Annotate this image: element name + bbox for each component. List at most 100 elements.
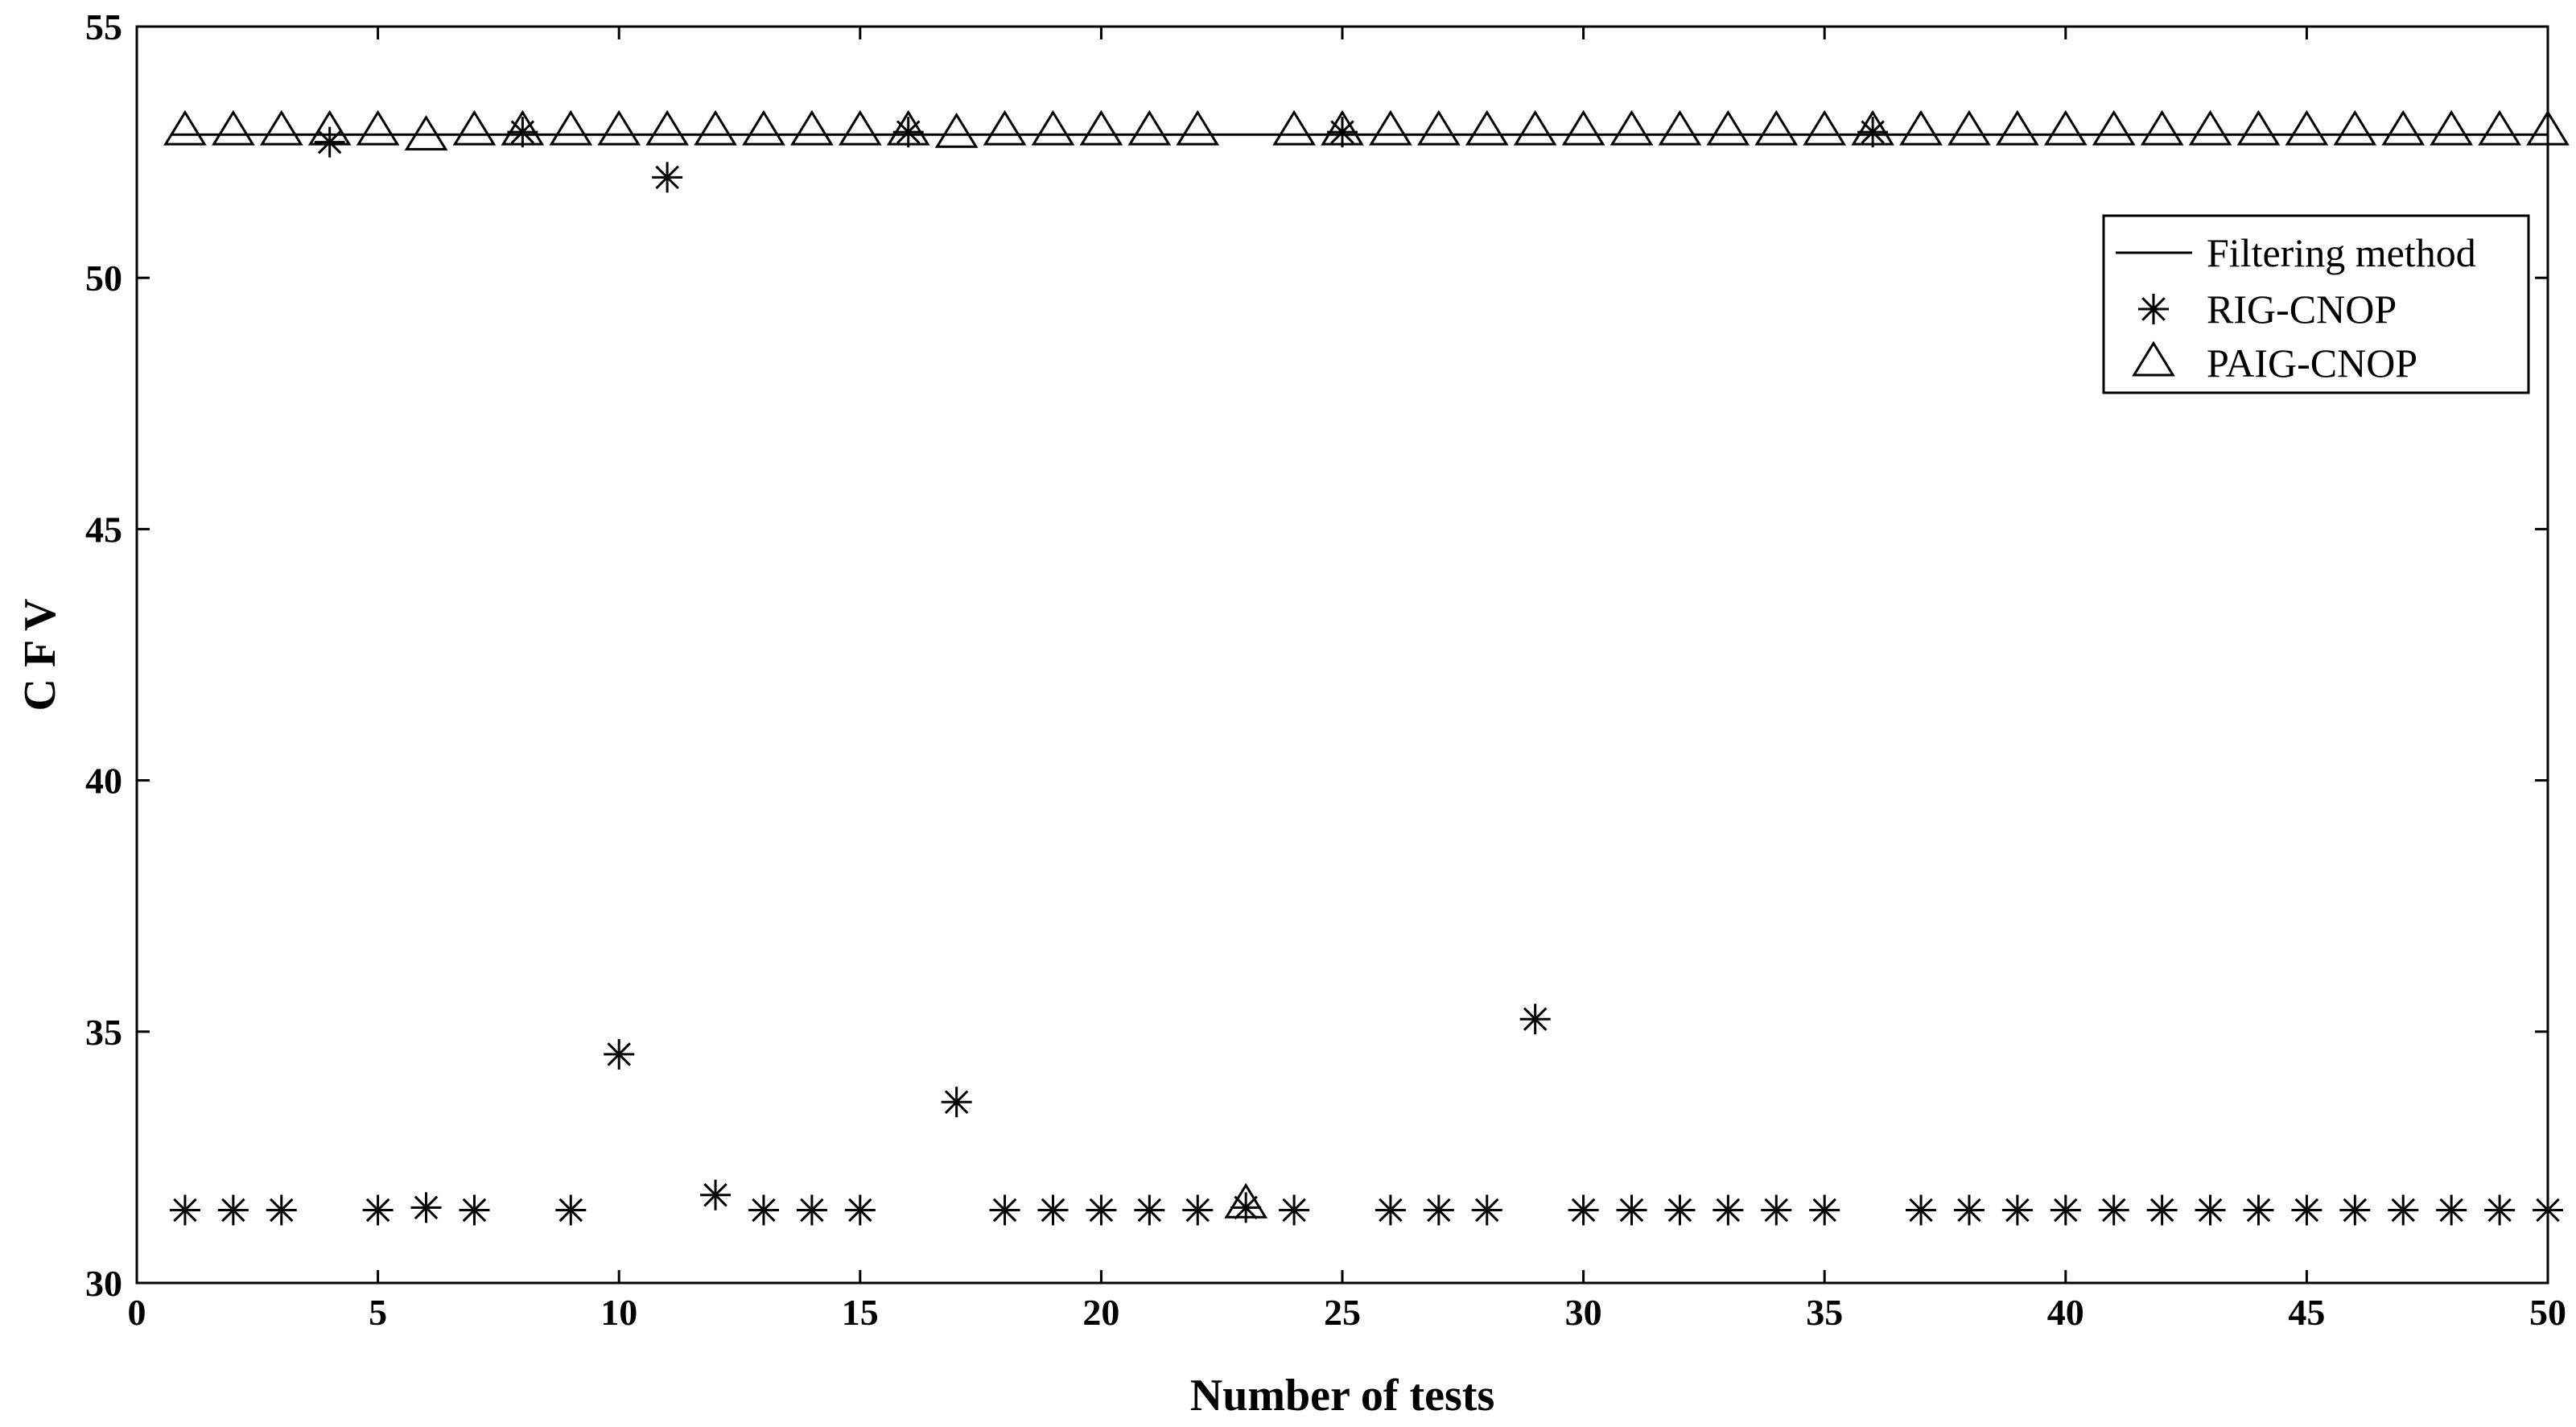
asterisk-stroke bbox=[1475, 1198, 1499, 1223]
rig-cnop-point bbox=[1279, 1194, 1310, 1226]
rig-cnop-point bbox=[1761, 1194, 1792, 1226]
rig-cnop-point bbox=[2001, 1194, 2033, 1226]
paig-cnop-point bbox=[694, 109, 737, 146]
asterisk-stroke bbox=[2005, 1198, 2030, 1223]
paig-cnop-point bbox=[1176, 109, 1220, 146]
rig-cnop-point bbox=[1471, 1194, 1502, 1226]
paig-cnop-point bbox=[2188, 109, 2232, 146]
rig-cnop-point bbox=[2195, 1194, 2226, 1226]
asterisk-stroke bbox=[1282, 1198, 1306, 1223]
rig-cnop-point bbox=[1375, 1194, 1406, 1226]
rig-cnop-point bbox=[2291, 1194, 2323, 1226]
paig-cnop-point bbox=[1658, 109, 1702, 146]
rig-cnop-point bbox=[1519, 1004, 1551, 1035]
asterisk-stroke bbox=[848, 1198, 872, 1223]
paig-cnop-point bbox=[1031, 109, 1075, 146]
paig-cnop-point bbox=[404, 114, 448, 151]
paig-cnop-point bbox=[1513, 109, 1557, 146]
legend-box bbox=[2102, 214, 2530, 394]
x-tick-label: 25 bbox=[1324, 1292, 1361, 1333]
rig-cnop-point bbox=[1086, 1194, 1117, 1226]
asterisk-stroke bbox=[1379, 1198, 1403, 1223]
rig-cnop-point bbox=[217, 1194, 249, 1226]
rig-cnop-point bbox=[2484, 1194, 2516, 1226]
x-tick-label: 45 bbox=[2288, 1292, 2325, 1333]
rig-cnop-point bbox=[1713, 1194, 1744, 1226]
asterisk-stroke bbox=[2439, 1198, 2463, 1223]
asterisk-stroke bbox=[752, 1198, 776, 1223]
paig-cnop-point bbox=[1803, 109, 1847, 146]
paig-cnop-point bbox=[1465, 109, 1509, 146]
rig-cnop-point bbox=[362, 1194, 394, 1226]
rig-cnop-point bbox=[169, 1194, 200, 1226]
asterisk-stroke bbox=[2343, 1198, 2368, 1223]
rig-cnop-point bbox=[2436, 1194, 2467, 1226]
asterisk-stroke bbox=[703, 1182, 727, 1207]
rig-cnop-point bbox=[604, 1038, 635, 1070]
rig-cnop-point bbox=[652, 162, 683, 193]
paig-cnop-point bbox=[2430, 109, 2474, 146]
paig-cnop-point bbox=[742, 109, 785, 146]
paig-cnop-point bbox=[1127, 109, 1172, 146]
paig-cnop-point bbox=[1561, 109, 1605, 146]
x-tick-label: 10 bbox=[600, 1292, 637, 1333]
paig-cnop-point bbox=[2140, 109, 2184, 146]
asterisk-stroke bbox=[1764, 1198, 1789, 1223]
rig-cnop-point bbox=[2533, 1194, 2563, 1226]
x-tick-label: 50 bbox=[2529, 1292, 2566, 1333]
paig-cnop-point bbox=[2526, 109, 2570, 146]
y-tick-label: 30 bbox=[85, 1263, 122, 1304]
rig-cnop-point bbox=[1182, 1194, 1214, 1226]
asterisk-stroke bbox=[1089, 1198, 1114, 1223]
paig-cnop-point bbox=[1899, 109, 1943, 146]
asterisk-stroke bbox=[414, 1195, 439, 1220]
paig-cnop-point bbox=[1706, 109, 1750, 146]
rig-cnop-point bbox=[1664, 1194, 1696, 1226]
rig-cnop-point bbox=[2339, 1194, 2371, 1226]
paig-cnop-point bbox=[886, 109, 930, 146]
paig-cnop-point bbox=[2043, 109, 2088, 146]
rig-cnop-point bbox=[796, 1194, 827, 1226]
asterisk-stroke bbox=[1716, 1198, 1741, 1223]
paig-cnop-point bbox=[1079, 109, 1123, 146]
paig-cnop-point bbox=[1754, 109, 1799, 146]
rig-cnop-point bbox=[1568, 1194, 1599, 1226]
asterisk-stroke bbox=[1234, 1195, 1258, 1220]
asterisk-stroke bbox=[992, 1198, 1017, 1223]
paig-cnop-point bbox=[1224, 1182, 1268, 1219]
paig-cnop-point bbox=[1996, 109, 2039, 146]
paig-cnop-point bbox=[597, 109, 641, 146]
rig-cnop-point bbox=[2098, 1194, 2129, 1226]
asterisk-stroke bbox=[270, 1198, 294, 1223]
asterisk-stroke bbox=[1185, 1198, 1210, 1223]
paig-cnop-point bbox=[307, 109, 352, 146]
x-axis-ticks: 0 5 10 15 20 25 30 35 40 45 50 bbox=[128, 27, 2566, 1333]
rig-cnop-point bbox=[555, 1194, 587, 1226]
legend-label-filtering-method: Filtering method bbox=[2207, 230, 2476, 275]
paig-cnop-point bbox=[1947, 109, 1991, 146]
asterisk-stroke bbox=[462, 1198, 487, 1223]
asterisk-stroke bbox=[1619, 1198, 1644, 1223]
asterisk-stroke bbox=[365, 1198, 390, 1223]
paig-cnop-point bbox=[501, 109, 545, 146]
paig-cnop-point bbox=[1272, 109, 1316, 146]
y-axis-title: C F V bbox=[15, 599, 65, 711]
asterisk-stroke bbox=[317, 130, 342, 155]
paig-cnop-point bbox=[1851, 109, 1894, 146]
asterisk-stroke bbox=[1137, 1198, 1162, 1223]
legend: Filtering method RIG-CNOP PAIG-CNOP bbox=[2102, 214, 2530, 394]
asterisk-stroke bbox=[1909, 1198, 1933, 1223]
asterisk-stroke bbox=[2487, 1198, 2512, 1223]
asterisk-stroke bbox=[2141, 297, 2166, 321]
rig-cnop-point bbox=[1230, 1192, 1262, 1223]
asterisk-stroke bbox=[558, 1198, 583, 1223]
asterisk-stroke bbox=[2536, 1198, 2560, 1223]
x-tick-label: 0 bbox=[128, 1292, 146, 1333]
x-tick-label: 35 bbox=[1806, 1292, 1843, 1333]
paig-cnop-point bbox=[838, 109, 882, 146]
legend-label-rig-cnop: RIG-CNOP bbox=[2207, 287, 2397, 332]
rig-cnop-point bbox=[2146, 1194, 2178, 1226]
rig-cnop-point bbox=[1423, 1194, 1454, 1226]
rig-cnop-point bbox=[844, 1194, 876, 1226]
asterisk-stroke bbox=[173, 1198, 197, 1223]
